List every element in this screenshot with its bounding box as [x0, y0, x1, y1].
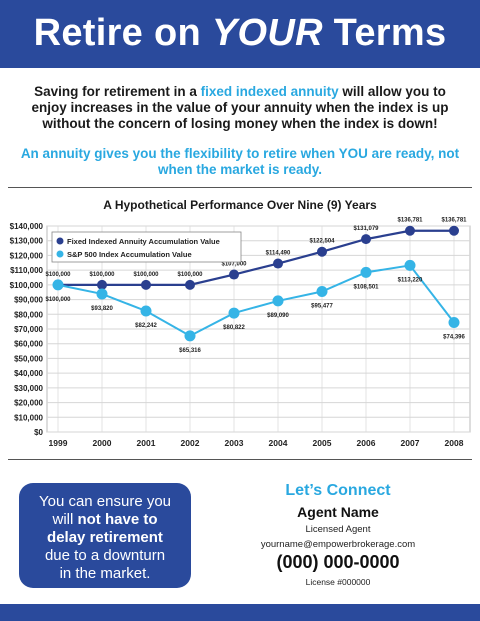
data-label-sp500: $93,820 [91, 306, 113, 312]
legend-label: Fixed Indexed Annuity Accumulation Value [67, 237, 220, 246]
data-label-sp500: $100,000 [45, 297, 71, 303]
series-line-sp500 [57, 264, 455, 338]
y-tick-label: $130,000 [10, 237, 44, 246]
data-point-sp500 [448, 317, 460, 329]
intro-paragraph: Saving for retirement in a fixed indexed… [31, 84, 449, 131]
y-tick-label: $10,000 [14, 413, 43, 422]
y-tick-label: $100,000 [10, 281, 44, 290]
x-tick-label: 2002 [181, 438, 200, 448]
x-tick-label: 2006 [357, 438, 376, 448]
data-label-annuity: $131,079 [353, 226, 379, 232]
data-label-sp500: $89,090 [267, 313, 289, 319]
x-tick-label: 2003 [225, 438, 244, 448]
agent-role: Licensed Agent [305, 524, 371, 535]
performance-chart: $0 $10,000 $20,000 $30,000 $40,000 $50,000 $60… [10, 218, 471, 448]
x-tick-label: 1999 [49, 438, 68, 448]
data-point-sp500 [272, 295, 284, 307]
data-point-annuity [361, 234, 371, 245]
data-label-annuity: $136,781 [397, 218, 423, 224]
data-label-annuity: $122,504 [309, 239, 335, 245]
x-tick-label: 2008 [445, 438, 464, 448]
y-tick-label: $40,000 [14, 369, 43, 378]
y-tick-label: $50,000 [14, 354, 43, 363]
data-label-sp500: $65,316 [179, 348, 201, 354]
data-point-sp500 [96, 288, 108, 300]
data-label-sp500: $113,220 [398, 277, 423, 283]
data-point-annuity [229, 269, 239, 280]
data-label-annuity: $136,781 [441, 218, 467, 224]
data-point-sp500 [184, 330, 196, 342]
y-tick-label: $90,000 [14, 296, 43, 305]
data-point-annuity [405, 225, 415, 236]
agent-email[interactable]: yourname@empowerbrokerage.com [260, 539, 416, 550]
header-banner: Retire on YOUR Terms [0, 0, 480, 68]
y-tick-label: $20,000 [14, 399, 43, 408]
agent-name: Agent Name [297, 504, 379, 520]
divider-top [8, 187, 472, 188]
data-point-sp500 [140, 305, 152, 317]
data-label-annuity: $107,000 [221, 262, 247, 268]
y-tick-label: $140,000 [10, 222, 44, 231]
data-label-annuity: $100,000 [177, 272, 203, 278]
legend-box [51, 231, 242, 263]
data-point-annuity [141, 279, 151, 290]
legend-marker [56, 237, 64, 245]
agent-phone[interactable]: (000) 000-0000 [276, 552, 400, 572]
data-label-sp500: $108,501 [353, 284, 379, 290]
data-point-annuity [273, 258, 283, 269]
highlight-term: fixed indexed annuity [200, 84, 339, 99]
footer-bar [0, 604, 480, 621]
agent-license: License #000000 [305, 577, 371, 587]
y-tick-label: $70,000 [14, 325, 43, 334]
data-label-sp500: $80,822 [223, 325, 245, 331]
y-tick-label: $120,000 [10, 251, 44, 260]
page-title: Retire on YOUR Terms [33, 12, 447, 54]
data-point-sp500 [360, 266, 372, 278]
data-point-annuity [185, 279, 195, 290]
data-label-annuity: $100,000 [133, 272, 159, 278]
data-point-annuity [317, 246, 327, 257]
data-point-sp500 [228, 307, 240, 319]
x-tick-label: 2000 [93, 438, 112, 448]
data-point-sp500 [404, 259, 416, 271]
data-label-sp500: $82,242 [135, 323, 157, 329]
contact-heading: Let’s Connect [285, 482, 391, 499]
x-tick-label: 2007 [401, 438, 420, 448]
data-label-sp500: $95,477 [311, 304, 333, 310]
legend-label: S&P 500 Index Accumulation Value [67, 250, 192, 259]
data-label-annuity: $100,000 [45, 272, 71, 278]
cta-box: You can ensure you will not have to dela… [19, 483, 191, 588]
divider-bottom [8, 459, 472, 460]
y-tick-label: $30,000 [14, 384, 43, 393]
y-tick-label: $110,000 [10, 266, 43, 275]
y-tick-label: $80,000 [14, 310, 43, 319]
tagline: An annuity gives you the flexibility to … [20, 146, 460, 177]
legend-marker [56, 250, 64, 258]
chart-title: A Hypothetical Performance Over Nine (9)… [103, 198, 377, 212]
series-line-annuity [58, 229, 454, 286]
x-tick-label: 2004 [269, 438, 288, 448]
data-point-sp500 [316, 286, 328, 298]
x-tick-label: 2001 [137, 438, 156, 448]
x-tick-label: 2005 [313, 438, 332, 448]
data-point-sp500 [52, 279, 64, 291]
data-label-annuity: $114,490 [266, 251, 291, 257]
cta-text: You can ensure you will not have to dela… [38, 493, 172, 582]
y-tick-label: $60,000 [14, 340, 43, 349]
y-tick-label: $0 [34, 428, 43, 437]
data-point-annuity [97, 279, 107, 290]
data-point-annuity [449, 225, 459, 236]
data-label-sp500: $74,396 [443, 335, 465, 341]
data-label-annuity: $100,000 [89, 272, 115, 278]
